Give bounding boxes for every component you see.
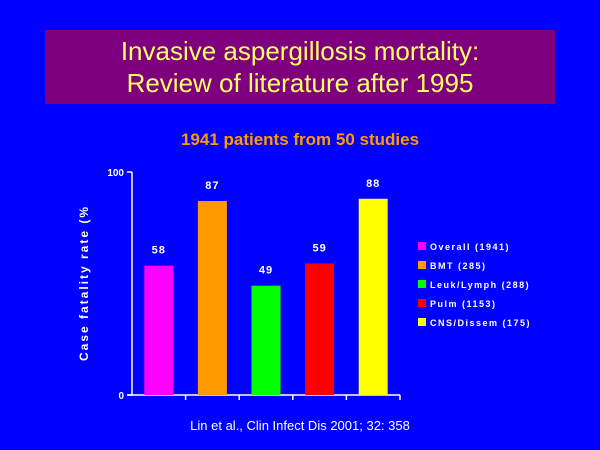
legend-swatch: [418, 242, 426, 250]
legend-swatch: [418, 280, 426, 288]
bar-value-label: 87: [205, 180, 219, 192]
title-line-2: Review of literature after 1995: [126, 68, 474, 98]
bar-value-label: 49: [259, 265, 273, 277]
legend-label: CNS/Dissem (175): [430, 318, 531, 328]
title-line-1: Invasive aspergillosis mortality:: [120, 36, 480, 66]
y-axis-label: Case fatality rate (%: [77, 205, 91, 361]
bar-value-label: 88: [366, 178, 380, 190]
bar-5: [358, 198, 388, 395]
citation: Lin et al., Clin Infect Dis 2001; 32: 35…: [190, 418, 410, 433]
title-box: Invasive aspergillosis mortality: Review…: [45, 30, 555, 104]
legend-label: Pulm (1153): [430, 299, 497, 309]
bar-2: [197, 200, 227, 395]
chart-subtitle: 1941 patients from 50 studies: [180, 130, 420, 149]
legend-label: Leuk/Lymph (288): [430, 280, 530, 290]
legend-swatch: [418, 261, 426, 269]
legend-swatch: [418, 318, 426, 326]
y-tick-label: 100: [107, 168, 124, 179]
legend-swatch: [418, 299, 426, 307]
bar-4: [305, 263, 335, 395]
legend-label: BMT (285): [430, 261, 487, 271]
bar-3: [251, 285, 281, 395]
y-tick-label: 0: [118, 391, 124, 402]
legend-label: Overall (1941): [430, 242, 510, 252]
bar-value-label: 59: [312, 242, 326, 254]
bar-1: [144, 265, 174, 395]
bar-value-label: 58: [152, 245, 166, 257]
